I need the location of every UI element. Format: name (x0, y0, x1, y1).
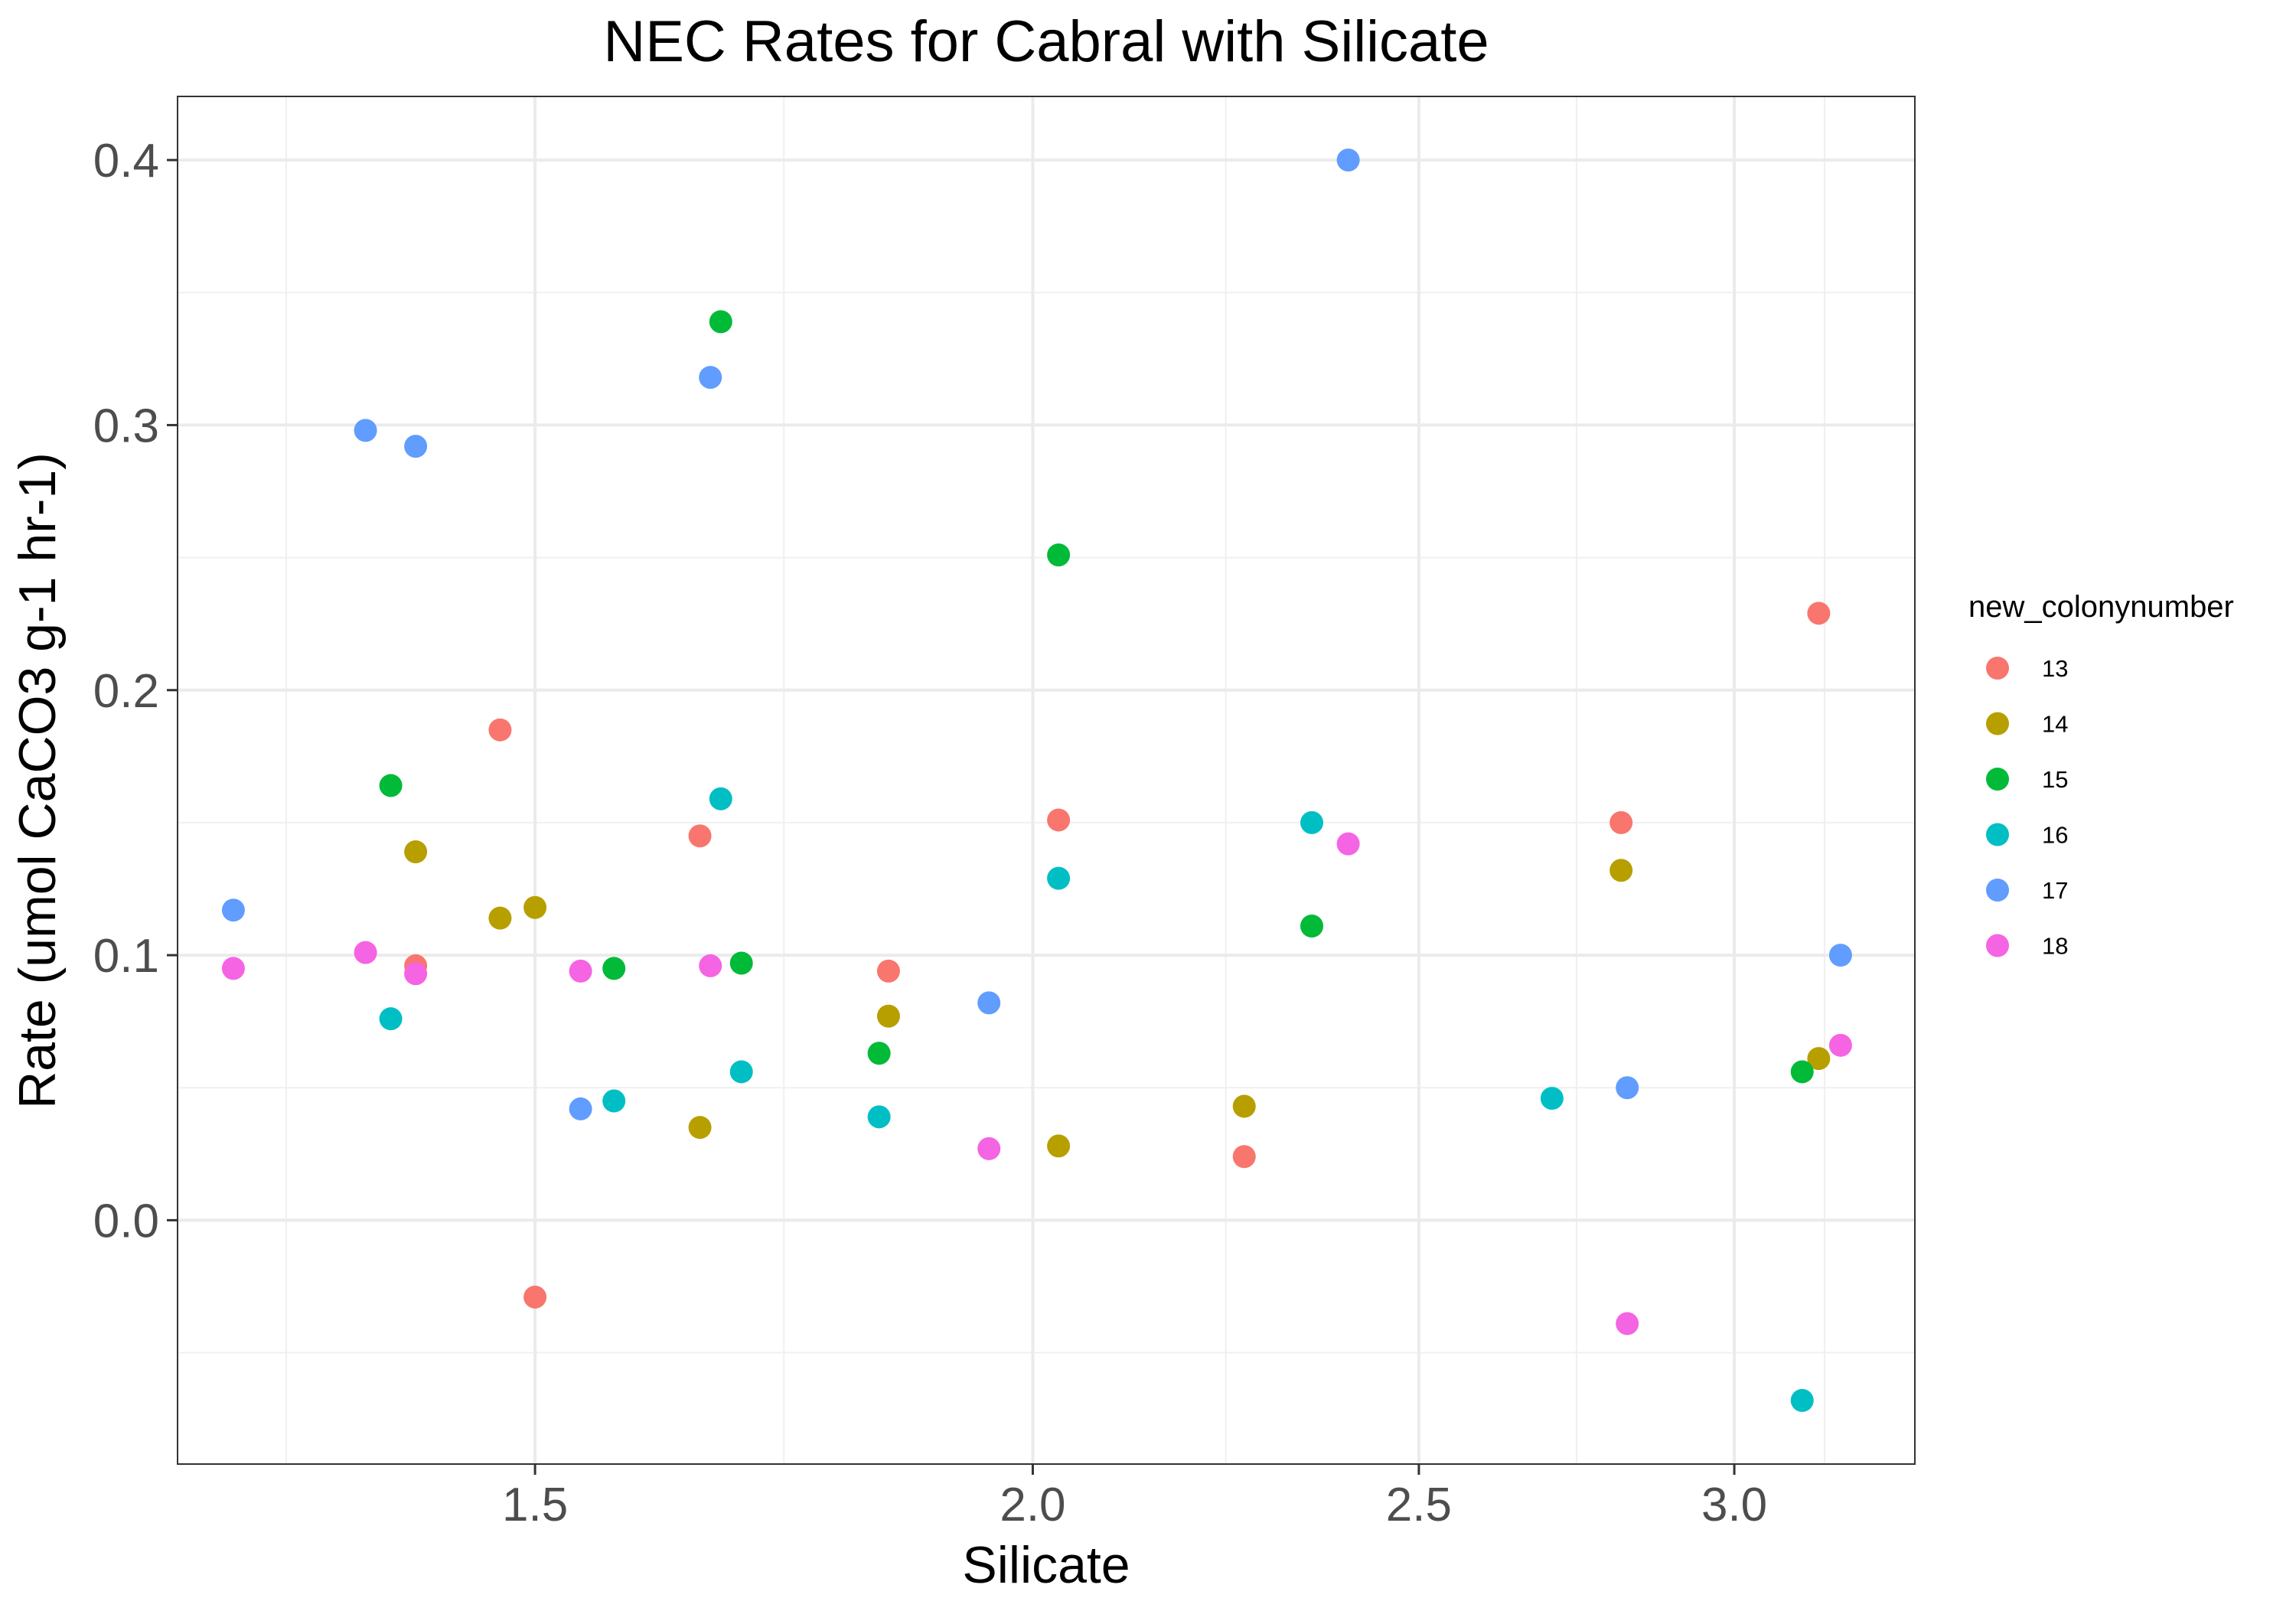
y-tick-label: 0.4 (93, 135, 159, 188)
legend-label: 17 (2042, 877, 2068, 904)
data-point (977, 991, 1001, 1015)
series-17 (221, 148, 1852, 1120)
x-axis-ticks: 1.5 2.0 2.5 3.0 (502, 1464, 1767, 1531)
data-point (867, 1105, 891, 1129)
series-15 (379, 310, 1814, 1084)
legend-key (1986, 768, 2009, 791)
legend: new_colonynumber 13 14 15 16 17 18 (1968, 590, 2234, 960)
data-point (523, 895, 547, 919)
legend-key (1986, 879, 2009, 902)
data-point (1828, 944, 1852, 967)
data-point (1047, 866, 1071, 890)
x-axis-title: Silicate (962, 1536, 1130, 1594)
legend-label: 15 (2042, 766, 2068, 793)
y-tick-label: 0.3 (93, 399, 159, 452)
y-tick-label: 0.1 (93, 930, 159, 983)
plot-panel-border (177, 96, 1916, 1465)
data-point (709, 787, 732, 810)
data-point (1300, 810, 1324, 834)
data-point (1807, 1047, 1831, 1071)
data-point (699, 954, 722, 977)
data-point (699, 366, 722, 390)
data-point (602, 1089, 626, 1113)
legend-key (1986, 712, 2009, 735)
x-tick-label: 3.0 (1701, 1479, 1767, 1531)
data-point (569, 959, 592, 983)
data-point (1540, 1087, 1564, 1110)
data-point (404, 840, 428, 864)
data-point (354, 941, 377, 964)
data-point (523, 1285, 547, 1309)
data-point (1047, 1134, 1071, 1158)
legend-key (1986, 823, 2009, 846)
data-point (404, 435, 428, 458)
data-point (1336, 148, 1360, 172)
series-14 (404, 840, 1831, 1158)
data-point (1807, 602, 1831, 625)
y-tick-label: 0.0 (93, 1195, 159, 1247)
legend-label: 18 (2042, 933, 2068, 960)
data-point (876, 1004, 900, 1028)
x-tick-label: 1.5 (502, 1479, 568, 1531)
data-point (488, 718, 512, 742)
data-point (1609, 859, 1633, 882)
data-point (1616, 1312, 1639, 1335)
data-point (867, 1042, 891, 1065)
data-point (1828, 1033, 1852, 1057)
data-point (709, 310, 732, 334)
data-point (688, 1116, 712, 1140)
data-point (488, 906, 512, 930)
legend-label: 16 (2042, 822, 2068, 849)
data-point (1609, 810, 1633, 834)
data-point (1790, 1060, 1814, 1084)
data-points (221, 148, 1852, 1412)
data-point (221, 898, 245, 922)
legend-items: 13 14 15 16 17 18 (1986, 655, 2068, 960)
series-18 (221, 832, 1852, 1335)
series-13 (404, 602, 1831, 1309)
data-point (354, 419, 377, 442)
y-axis-title: Rate (umol CaCO3 g-1 hr-1) (8, 452, 67, 1109)
series-16 (379, 787, 1814, 1412)
legend-label: 14 (2042, 711, 2068, 738)
data-point (1616, 1076, 1639, 1100)
legend-title: new_colonynumber (1968, 590, 2234, 624)
chart-title: NEC Rates for Cabral with Silicate (603, 9, 1489, 74)
data-point (876, 959, 900, 983)
legend-label: 13 (2042, 655, 2068, 682)
y-axis-ticks: 0.0 0.1 0.2 0.3 0.4 (93, 135, 178, 1247)
data-point (379, 774, 403, 797)
data-point (569, 1097, 592, 1120)
data-point (1232, 1094, 1256, 1118)
legend-key (1986, 934, 2009, 957)
data-point (602, 957, 626, 980)
data-point (1336, 832, 1360, 856)
x-tick-label: 2.5 (1386, 1479, 1452, 1531)
data-point (379, 1007, 403, 1031)
data-point (1047, 808, 1071, 832)
data-point (729, 1060, 753, 1084)
data-point (1300, 914, 1324, 938)
data-point (1232, 1145, 1256, 1169)
legend-key (1986, 657, 2009, 680)
x-tick-label: 2.0 (1000, 1479, 1065, 1531)
grid-lines (178, 96, 1915, 1464)
data-point (729, 951, 753, 975)
data-point (221, 957, 245, 980)
data-point (404, 962, 428, 986)
data-point (1790, 1388, 1814, 1412)
y-tick-label: 0.2 (93, 665, 159, 718)
data-point (688, 824, 712, 848)
data-point (1047, 543, 1071, 567)
data-point (977, 1137, 1001, 1160)
